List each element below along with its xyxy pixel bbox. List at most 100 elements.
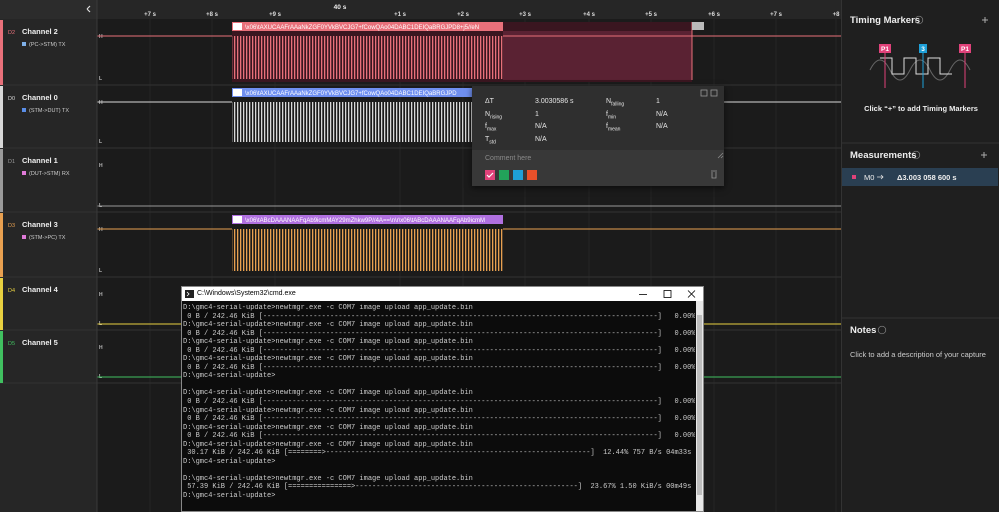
console-line: 0 B / 242.46 KiB [----------------------… (183, 329, 695, 338)
measurement-color (852, 175, 856, 179)
frame-end-badge (692, 22, 704, 30)
symbol-subscript: mean (607, 126, 621, 133)
channel-tag (22, 108, 26, 112)
measurement-symbol: ΔT (485, 98, 494, 105)
channel-name[interactable]: Channel 0 (22, 93, 58, 102)
channel-id: D1 (8, 159, 15, 165)
help-icon[interactable] (877, 325, 887, 335)
level-label: H (99, 163, 103, 169)
time-tick-label: +6 s (708, 12, 721, 18)
signal-pulses (232, 102, 503, 142)
console-line: 57.39 KiB / 242.46 KiB [===============>… (183, 483, 692, 492)
color-swatch[interactable] (513, 170, 523, 180)
color-swatch[interactable] (527, 170, 537, 180)
measurement-symbol: fmean (606, 123, 620, 132)
console-line: 0 B / 242.46 KiB [----------------------… (183, 432, 695, 441)
console-line: D:\gmc4-serial-update>newtmgr.exe -c COM… (183, 440, 473, 449)
level-label: H (99, 34, 103, 40)
symbol: f (606, 111, 608, 118)
cmd-icon (185, 290, 194, 298)
pin-icon[interactable] (710, 89, 718, 97)
color-swatch[interactable] (499, 170, 509, 180)
channel-name[interactable]: Channel 4 (22, 285, 59, 294)
frame-label[interactable]: \x06\tABcDAAANAAFqAb9icmMAY29mZhkw9P//4A… (245, 218, 485, 224)
level-label: H (99, 227, 103, 233)
time-tick-label: +8 (833, 12, 841, 18)
channel-name[interactable]: Channel 1 (22, 156, 58, 165)
frame-label[interactable]: \x06\tAXUCAAFrAAaNkZGF0YVkBVCJG7+fCowQAo… (245, 25, 479, 31)
resize-handle (717, 152, 724, 159)
marker-label: P1 (961, 46, 969, 53)
hint: Click “+” to add Timing Markers (864, 104, 978, 113)
time-tick-label: +7 s (770, 12, 783, 18)
delete-icon[interactable] (711, 170, 717, 179)
measurement-popup: Comment here ΔT 3.0030586 s Nfalling 1 Nrisi… (472, 86, 724, 186)
collapse-button[interactable] (86, 5, 91, 13)
frame-type-badge (233, 89, 242, 96)
measurement-symbol: Nrising (485, 111, 502, 120)
marker-label: 3 (921, 46, 925, 53)
console-line: 0 B / 242.46 KiB [----------------------… (183, 346, 695, 355)
measurement-value: Δ3.003 058 600 s (897, 173, 957, 182)
color-swatch[interactable] (485, 170, 495, 180)
comment-input[interactable]: Comment here (485, 155, 532, 162)
channel-tag (22, 42, 26, 46)
level-label: L (99, 76, 102, 82)
console-line: D:\gmc4-serial-update>newtmgr.exe -c COM… (183, 423, 473, 432)
section-title: Measurements (850, 150, 917, 161)
channel-name[interactable]: Channel 2 (22, 27, 58, 36)
time-tick-label: +4 s (583, 12, 596, 18)
frame-type-badge (233, 23, 242, 30)
symbol-subscript: min (607, 114, 617, 121)
symbol: f (606, 123, 608, 130)
symbol-subscript: rising (490, 114, 503, 121)
maximize-button[interactable] (663, 290, 672, 298)
panel-header (0, 0, 97, 19)
console-line: D:\gmc4-serial-update>newtmgr.exe -c COM… (183, 406, 473, 415)
help-icon[interactable] (911, 150, 921, 160)
measurement-value: N/A (656, 123, 668, 130)
console-line: 0 B / 242.46 KiB [----------------------… (183, 398, 695, 407)
time-tick-label: +3 s (519, 12, 532, 18)
symbol: ΔT (485, 98, 494, 105)
measurement-value: N/A (656, 111, 668, 118)
add-marker-button[interactable] (982, 17, 988, 23)
help-icon[interactable] (914, 15, 924, 25)
measurement-value: N/A (535, 136, 547, 143)
copy-icon[interactable] (700, 89, 708, 97)
channel-name[interactable]: Channel 3 (22, 220, 58, 229)
symbol-subscript: falling (611, 101, 625, 108)
frame-label-bg (232, 88, 503, 97)
channel-panel (0, 19, 97, 512)
marker-illustration (880, 57, 952, 75)
measurement-value: 3.0030586 s (535, 98, 574, 105)
scroll-thumb[interactable] (697, 315, 702, 495)
add-measurement-button[interactable] (981, 152, 987, 158)
cmd-output: D:\gmc4-serial-update>newtmgr.exe -c COM… (183, 304, 695, 501)
sidebar-graphics: P1 3 P1 (842, 15, 999, 335)
measurement-value: 1 (656, 98, 660, 105)
console-line: D:\gmc4-serial-update>newtmgr.exe -c COM… (183, 321, 473, 330)
section-title: Timing Markers (850, 15, 921, 26)
symbol: N (606, 98, 612, 105)
measurement-symbol: fmax (485, 123, 496, 132)
time-tick-label: +2 s (457, 12, 470, 18)
console-line: D:\gmc4-serial-update> (183, 492, 276, 501)
signal-pulses (232, 229, 503, 271)
channel-description: (STM->DUT) TX (29, 108, 69, 114)
channel-id: D2 (8, 30, 15, 36)
console-line: 0 B / 242.46 KiB [----------------------… (183, 363, 695, 372)
notes-hint[interactable]: Click to add a description of your captu… (850, 350, 986, 359)
channel-description: (STM->PC) TX (29, 235, 66, 241)
symbol: f (485, 123, 487, 130)
arrow-icon (877, 174, 884, 180)
measurement-symbol: Tstd (485, 136, 496, 145)
close-button[interactable] (687, 290, 696, 298)
frame-label[interactable]: \x06\tAXUCAAFrAAaNkZGF0YVkBVCJG7+fCowQAo… (245, 91, 457, 97)
symbol: N (485, 111, 491, 118)
level-label: L (99, 268, 102, 274)
marker-tag (919, 44, 927, 53)
popup-icons (485, 89, 724, 180)
measurement-row[interactable] (842, 168, 998, 186)
channel-name[interactable]: Channel 5 (22, 338, 58, 347)
